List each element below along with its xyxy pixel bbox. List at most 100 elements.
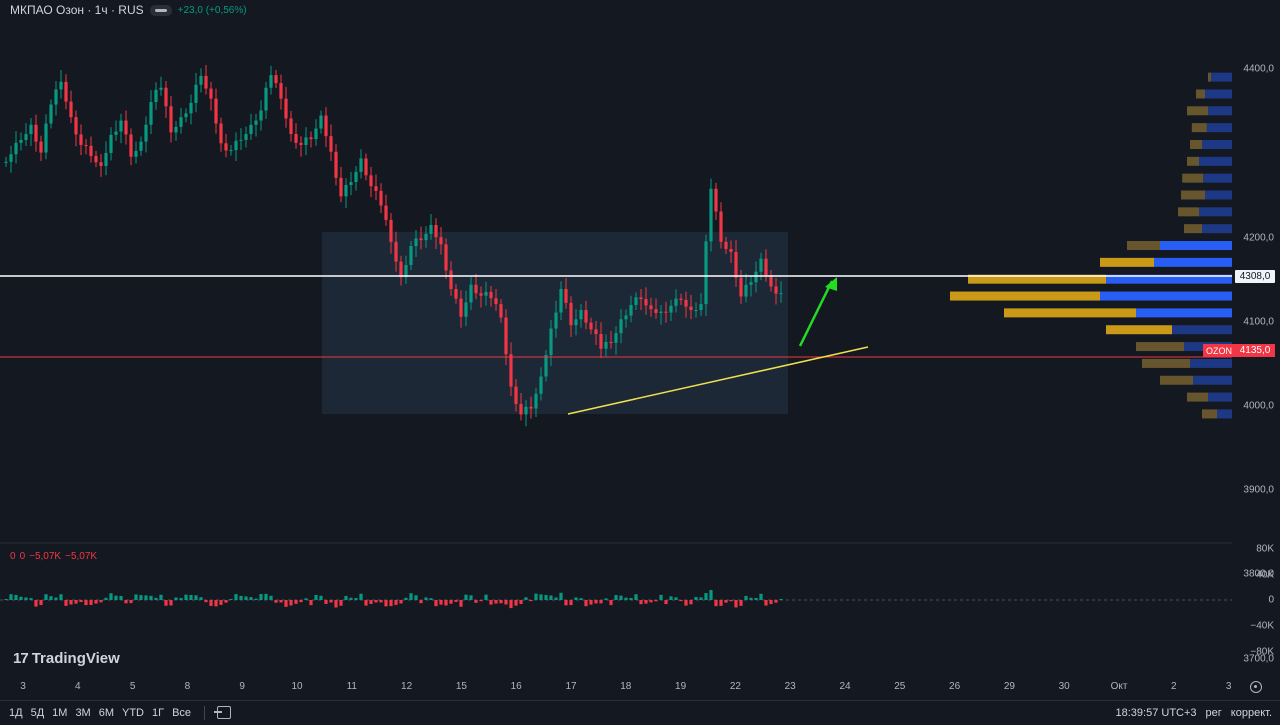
price-tick-label: 3900,0 (1243, 484, 1274, 496)
clock[interactable]: 18:39:57 UTC+3 (1115, 707, 1197, 719)
range-button[interactable]: 1Г (152, 707, 165, 719)
volume-bar (89, 600, 93, 605)
gear-icon[interactable] (1250, 681, 1262, 693)
volume-bar (259, 594, 263, 600)
candle-body (34, 124, 38, 142)
volume-bar (604, 598, 608, 600)
volume-bar (274, 600, 278, 603)
volume-bar (14, 594, 18, 600)
price-axis[interactable]: 4900,04800,04700,04600,04500,04400,04200… (1232, 0, 1280, 664)
candle-body (524, 406, 528, 415)
candle-body (539, 376, 543, 394)
volume-bar (509, 600, 513, 609)
last-price-badge: 4135,0 (1235, 344, 1275, 357)
volume-axis[interactable]: 80K 40K 0 −40K −80K (1232, 543, 1280, 676)
candle-body (594, 329, 598, 335)
volume-bar (254, 598, 258, 600)
volume-bar (484, 594, 488, 600)
candle-body (319, 115, 323, 129)
volume-bar (49, 596, 53, 600)
candle-body (284, 98, 288, 119)
volume-bar (179, 598, 183, 600)
profile-bar-down (1187, 106, 1208, 116)
calendar-icon[interactable] (214, 706, 231, 719)
range-button[interactable]: 3М (75, 707, 91, 719)
range-button[interactable]: 6М (98, 707, 114, 719)
volume-bar (409, 593, 413, 600)
time-tick-label: 17 (565, 681, 577, 692)
tradingview-logo[interactable]: 17 TradingView (13, 650, 120, 667)
volume-bar (139, 595, 143, 600)
volume-tick-label: −40K (1250, 620, 1274, 632)
time-tick-label: 18 (620, 681, 632, 692)
time-tick-label: 29 (1003, 681, 1015, 692)
session-toggle[interactable]: рег (1205, 707, 1222, 719)
volume-bar (589, 600, 593, 605)
candle-body (89, 145, 93, 156)
time-tick-label: 4 (75, 681, 81, 692)
candle-body (249, 124, 253, 135)
volume-bar (574, 597, 578, 600)
candle-body (624, 315, 628, 320)
volume-bar (449, 600, 453, 604)
volume-bar (119, 595, 123, 600)
chart-canvas[interactable] (0, 0, 1232, 676)
volume-bar (24, 597, 28, 600)
candle-body (669, 305, 673, 313)
volume-bar (424, 597, 428, 600)
time-axis[interactable]: 3 4 5 8 9 10 11 12 15 16 17 18 19 22 23 24 25 26 29 30 Окт 2 3 (0, 676, 1280, 696)
tradingview-logo-icon: 17 (13, 650, 29, 667)
ticker-badge: OZON (1203, 344, 1235, 357)
candle-body (29, 124, 33, 135)
volume-legend: 0 0 −5,07K −5,07K (10, 551, 97, 562)
candle-body (584, 310, 588, 323)
candle-body (279, 83, 283, 99)
candle-body (629, 304, 633, 316)
candle-body (329, 136, 333, 152)
candle-body (374, 186, 378, 191)
volume-bar (329, 600, 333, 603)
candle-body (384, 205, 388, 220)
time-tick-label: 24 (839, 681, 851, 692)
candle-body (514, 386, 518, 404)
volume-bar (284, 600, 288, 607)
range-button[interactable]: 1М (52, 707, 68, 719)
candle-body (264, 87, 268, 111)
volume-bar (94, 600, 98, 604)
volume-bar (229, 598, 233, 600)
eye-icon[interactable] (149, 4, 172, 16)
volume-bar (439, 600, 443, 605)
candle-body (614, 333, 618, 343)
volume-bar (369, 600, 373, 605)
price-change: +23,0 (+0,56%) (177, 4, 247, 16)
range-button[interactable]: Все (172, 707, 192, 719)
volume-bar (219, 600, 223, 605)
candle-body (4, 161, 8, 163)
volume-bar (464, 594, 468, 600)
volume-bar (679, 600, 683, 602)
range-button[interactable]: YTD (122, 707, 144, 719)
candle-body (69, 101, 73, 118)
volume-bar (59, 594, 63, 600)
candle-body (704, 241, 708, 305)
volume-bar (624, 597, 628, 600)
volume-bar (384, 600, 388, 607)
profile-bar-down (1178, 207, 1199, 217)
candle-body (99, 162, 103, 167)
candle-body (484, 291, 488, 296)
volume-bar (209, 600, 213, 606)
volume-bar (84, 600, 88, 606)
range-button[interactable]: 5Д (30, 707, 45, 719)
range-button[interactable]: 1Д (9, 707, 23, 719)
profile-bar-up (1160, 241, 1232, 251)
profile-bar-up (1208, 392, 1232, 402)
volume-bar (709, 590, 713, 600)
candle-body (159, 87, 163, 90)
volume-bar (134, 594, 138, 600)
volume-bar (404, 597, 408, 600)
adjust-toggle[interactable]: коррект. (1230, 707, 1272, 719)
volume-bar (184, 594, 188, 600)
volume-bar (539, 594, 543, 600)
volume-bar (564, 600, 568, 606)
symbol-title[interactable]: МКПАО Озон · 1ч · RUS (10, 3, 144, 17)
